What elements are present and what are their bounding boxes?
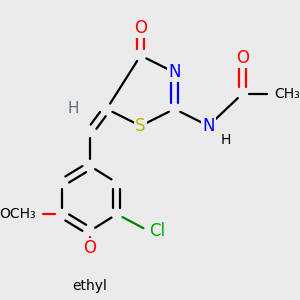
Text: H: H [220, 133, 231, 147]
Text: Cl: Cl [149, 222, 165, 240]
Text: O: O [134, 19, 147, 37]
Text: O: O [236, 49, 249, 67]
Text: S: S [135, 117, 146, 135]
Text: CH₃: CH₃ [274, 87, 300, 101]
Text: H: H [67, 101, 79, 116]
Text: N: N [168, 64, 181, 82]
Text: N: N [202, 117, 215, 135]
Text: O: O [83, 239, 96, 257]
Text: OCH₃: OCH₃ [0, 207, 36, 221]
Text: ethyl: ethyl [72, 279, 107, 293]
